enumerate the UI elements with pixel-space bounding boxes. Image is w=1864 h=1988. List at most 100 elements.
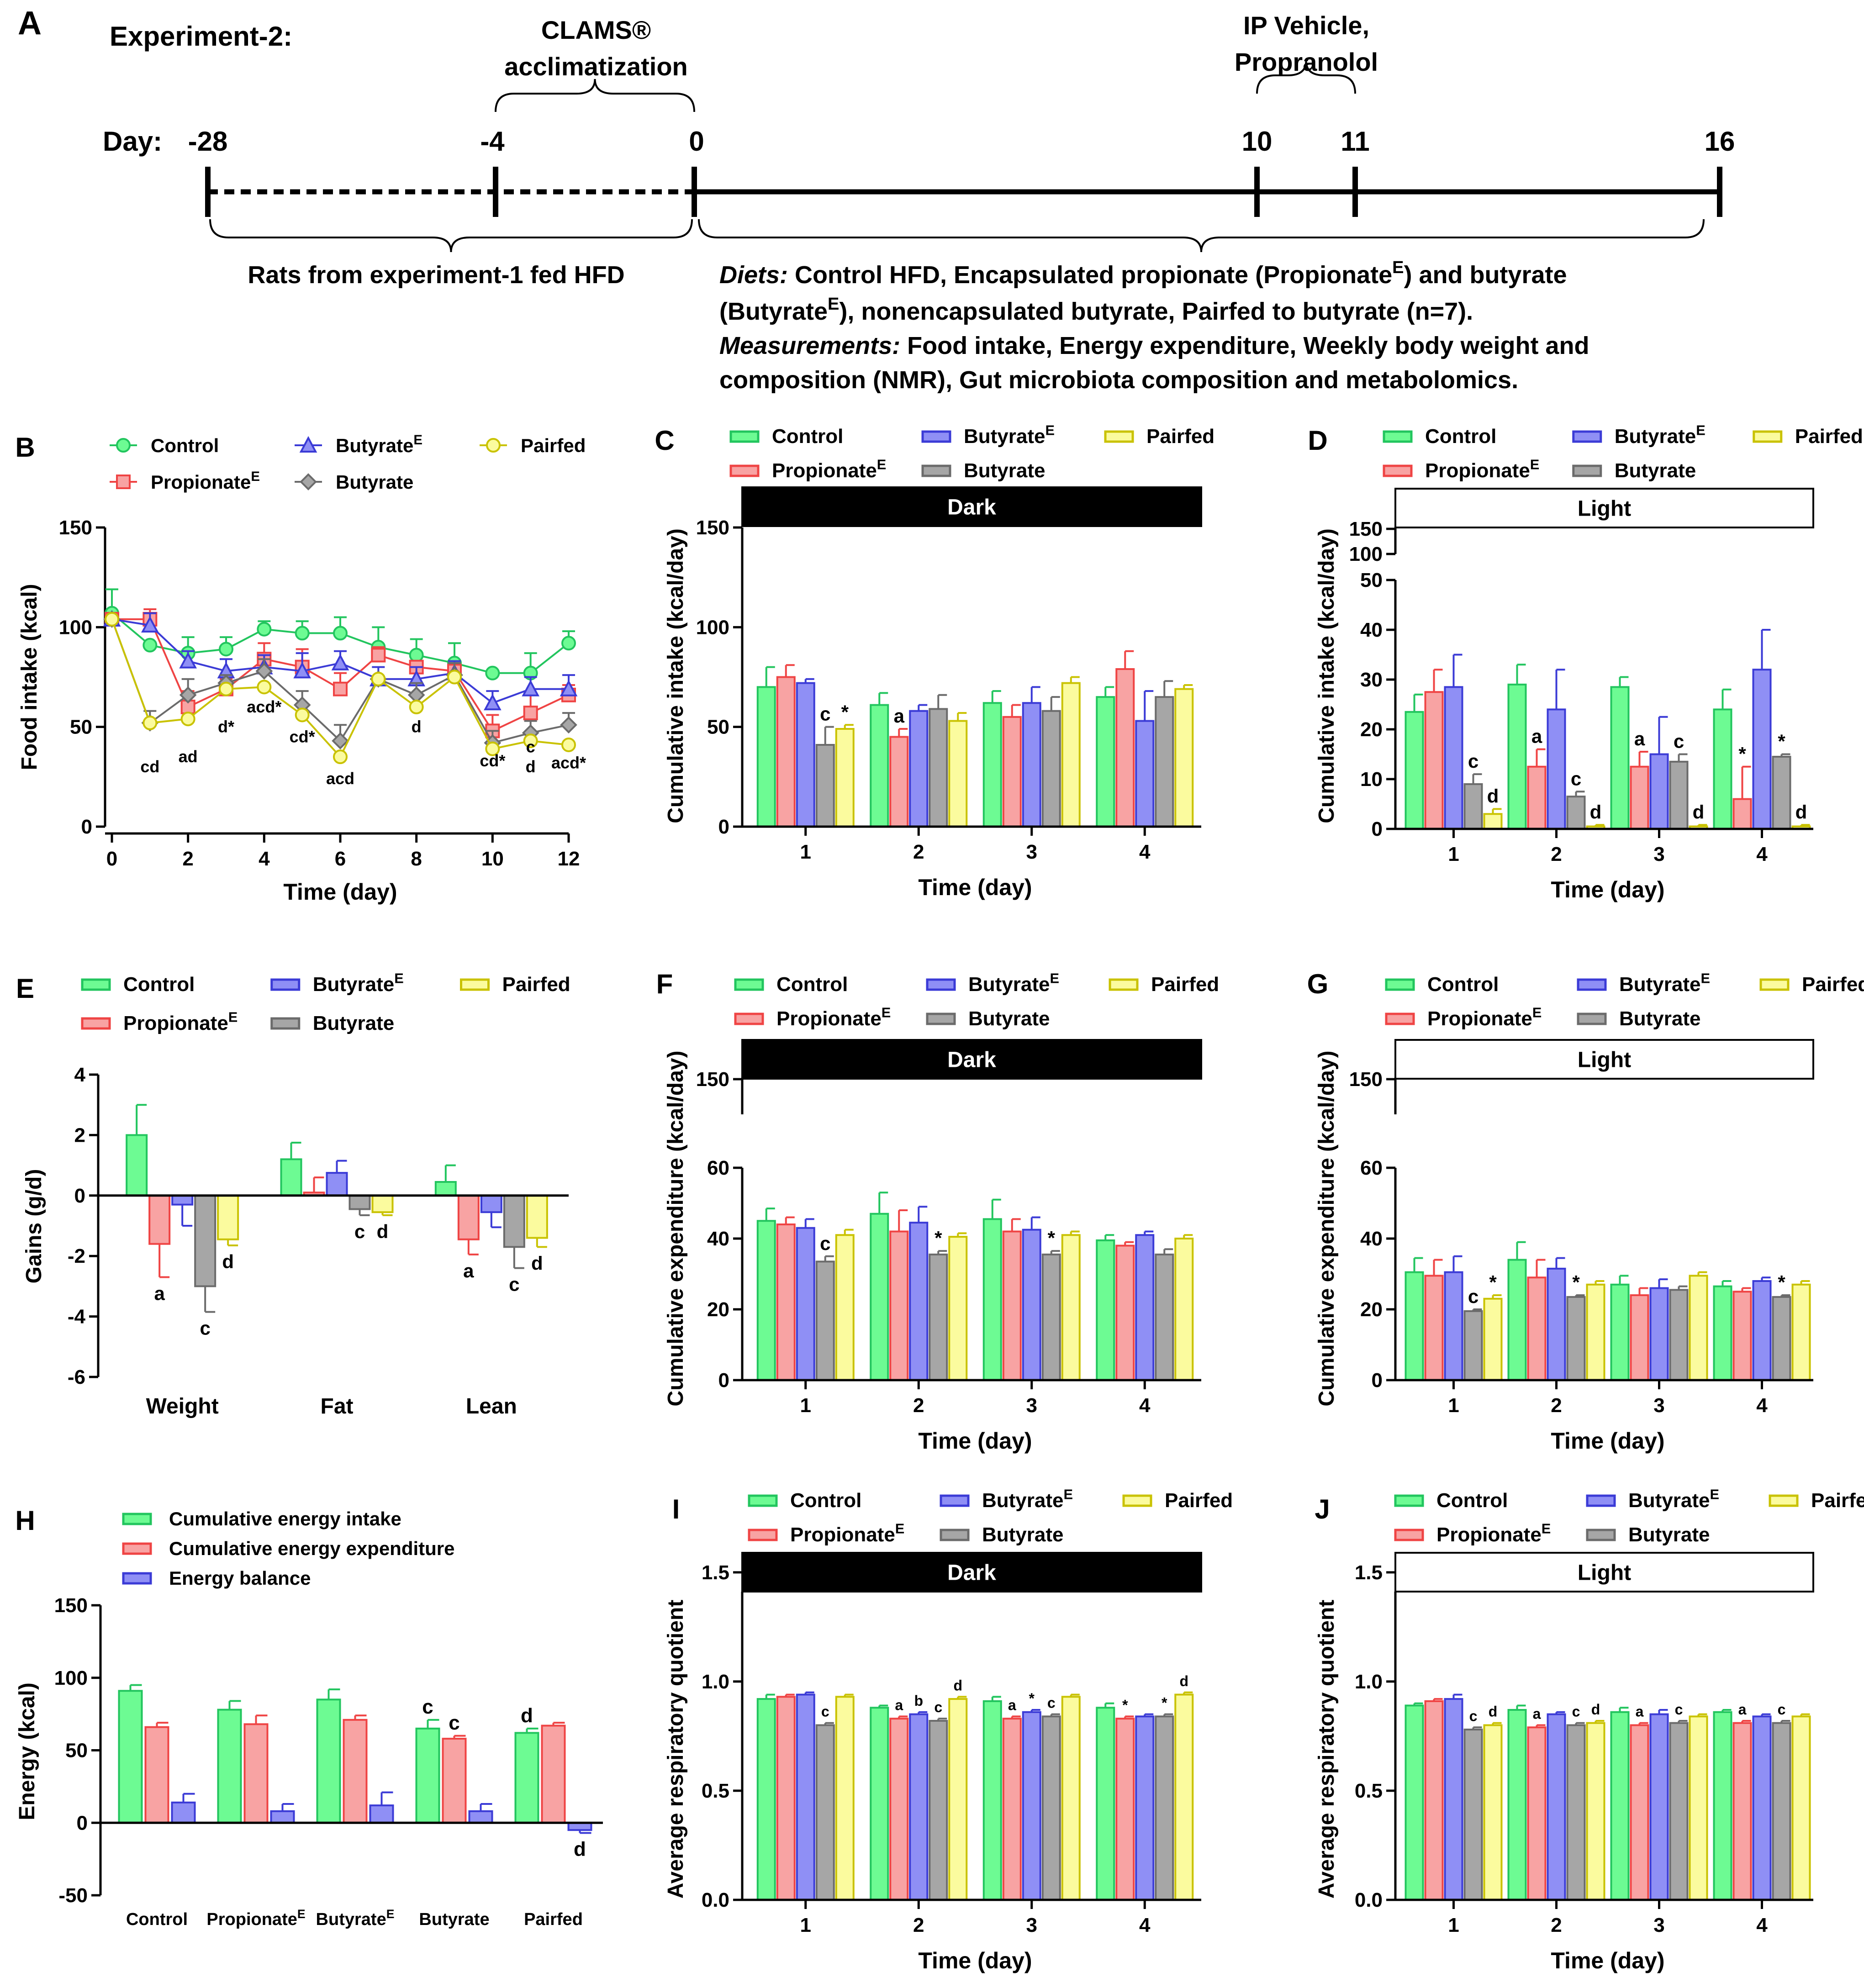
- bar-butyratee: [1649, 753, 1669, 830]
- bar-control: [1507, 683, 1527, 830]
- legend-swatch-butyratee: [921, 430, 951, 443]
- y-tick-label: 40: [1360, 1228, 1383, 1250]
- significance-label: c: [820, 1233, 830, 1254]
- legend-label-butyratee: ButyrateE: [1628, 1486, 1719, 1512]
- y-axis-title: Average respiratory quotient: [664, 1600, 688, 1898]
- significance-label: a: [1008, 1697, 1016, 1713]
- brace-diets: [698, 219, 1705, 253]
- panel-letter: H: [15, 1505, 35, 1536]
- bar-cumulative-energy-intake: [217, 1709, 242, 1824]
- data-point-butyratee: [331, 654, 349, 670]
- diets-text: ) and butyrate: [1404, 261, 1567, 289]
- data-point-control: [561, 636, 576, 651]
- significance-label: *: [1162, 1695, 1167, 1711]
- label-main: Butyrate: [1628, 1489, 1710, 1512]
- label-main: Pairfed: [521, 435, 586, 456]
- legend-label-pairfed: Pairfed: [1811, 1489, 1864, 1512]
- label-superscript: E: [1701, 970, 1711, 986]
- y-tick-label: 50: [707, 716, 729, 738]
- bar-control: [1096, 1707, 1115, 1901]
- data-point-pairfed: [180, 712, 195, 727]
- y-axis-title: Energy (kcal): [15, 1682, 39, 1820]
- legend-label-butyrate: Butyrate: [1628, 1524, 1710, 1546]
- acclimatization-label: acclimatization: [504, 52, 687, 81]
- significance-label: a: [895, 1697, 903, 1713]
- legend-swatch-control: [1383, 430, 1413, 443]
- label-superscript: E: [1064, 1486, 1073, 1502]
- bar-control: [1610, 686, 1630, 830]
- y-tick-label: 0: [77, 1812, 88, 1834]
- label-main: Control: [790, 1489, 861, 1512]
- y-tick-label: 0.0: [1355, 1889, 1383, 1911]
- significance-label: a: [1531, 726, 1542, 747]
- legend-swatch-propionatee: [1394, 1529, 1424, 1541]
- bar-propionatee: [889, 1718, 909, 1901]
- label-main: Control: [1436, 1489, 1508, 1512]
- legend-label-control: Control: [123, 973, 195, 996]
- panel-letter: I: [672, 1494, 680, 1524]
- bar-propionatee: [1732, 1722, 1752, 1901]
- bar-control: [1405, 711, 1424, 830]
- x-tick-label: 3: [1653, 843, 1664, 865]
- legend-label-butyratee: ButyrateE: [968, 970, 1059, 996]
- significance-label: a: [1738, 1701, 1747, 1718]
- bar-control: [1507, 1259, 1527, 1381]
- bar-control: [1713, 1711, 1732, 1901]
- legend-label-control: Control: [1436, 1489, 1508, 1512]
- bar-butyratee: [1649, 1287, 1669, 1381]
- legend-swatch-expenditure: [122, 1542, 152, 1555]
- significance-label: d: [1487, 785, 1499, 807]
- bar-control: [870, 1213, 889, 1381]
- label-main: Control: [126, 1910, 188, 1929]
- label-superscript: E: [1696, 422, 1706, 438]
- measurements-text: Food intake, Energy expenditure, Weekly …: [907, 332, 1589, 359]
- significance-label: c: [509, 1274, 519, 1295]
- tick-day-10: 10: [1242, 126, 1273, 157]
- x-tick-label: ButyrateE: [316, 1907, 395, 1929]
- bar-control: [870, 1707, 889, 1901]
- bar-butyrate: [1669, 760, 1689, 830]
- bar-butyratee: [171, 1194, 194, 1206]
- significance-label: *: [1778, 731, 1785, 752]
- legend-label-control: Control: [776, 973, 848, 996]
- y-axis-title: Cumulative expenditure (kcal/day): [664, 1051, 688, 1407]
- data-point-butyratee: [522, 680, 539, 696]
- data-point-pairfed: [447, 670, 462, 685]
- significance-label: a: [154, 1283, 165, 1304]
- legend-label-propionatee: PropionateE: [790, 1520, 904, 1546]
- legend-label-pairfed: Pairfed: [1165, 1489, 1233, 1512]
- bar-butyrate: [1566, 796, 1586, 830]
- legend-swatch-butyratee: [270, 978, 301, 991]
- y-tick-label: 50: [65, 1740, 88, 1762]
- label-superscript: E: [1532, 1004, 1542, 1020]
- bar-pairfed: [1174, 1238, 1194, 1381]
- bar-pairfed: [1061, 1234, 1081, 1381]
- legend-swatch-butyratee: [926, 978, 956, 991]
- significance-label: d: [222, 1251, 234, 1272]
- bar-control: [1096, 696, 1115, 828]
- significance-label: a: [463, 1260, 474, 1281]
- significance-label: c: [1778, 1701, 1786, 1718]
- legend-label-pairfed: Pairfed: [502, 973, 570, 996]
- significance-label: *: [1778, 1271, 1785, 1293]
- bar-butyrate: [1669, 1289, 1689, 1381]
- label-main: Propionate: [151, 471, 251, 493]
- y-axis-title: Food intake (kcal): [17, 584, 42, 770]
- diets-line-1: Diets: Control HFD, Encapsulated propion…: [719, 258, 1567, 289]
- bar-propionatee: [1527, 1726, 1547, 1901]
- bar-control: [1610, 1711, 1630, 1901]
- bar-pairfed: [1483, 813, 1503, 830]
- bar-butyratee: [796, 1227, 815, 1381]
- condition-header-label: Light: [1578, 1048, 1631, 1072]
- panel-e-gains-chart: E ControlPropionateEButyrateEButyratePair…: [16, 970, 570, 1418]
- legend-swatch-control: [81, 978, 111, 991]
- bar-butyratee: [1022, 702, 1041, 828]
- legend-swatch-propionatee: [1383, 464, 1413, 477]
- legend-swatch-pairfed: [1109, 978, 1139, 991]
- significance-label: d: [953, 1677, 962, 1693]
- y-tick-label: 100: [1349, 543, 1383, 565]
- data-point-pairfed: [485, 741, 500, 756]
- significance-label: c: [1571, 768, 1581, 789]
- data-point-butyratee: [179, 652, 197, 669]
- legend-marker-pairfed: [486, 438, 501, 453]
